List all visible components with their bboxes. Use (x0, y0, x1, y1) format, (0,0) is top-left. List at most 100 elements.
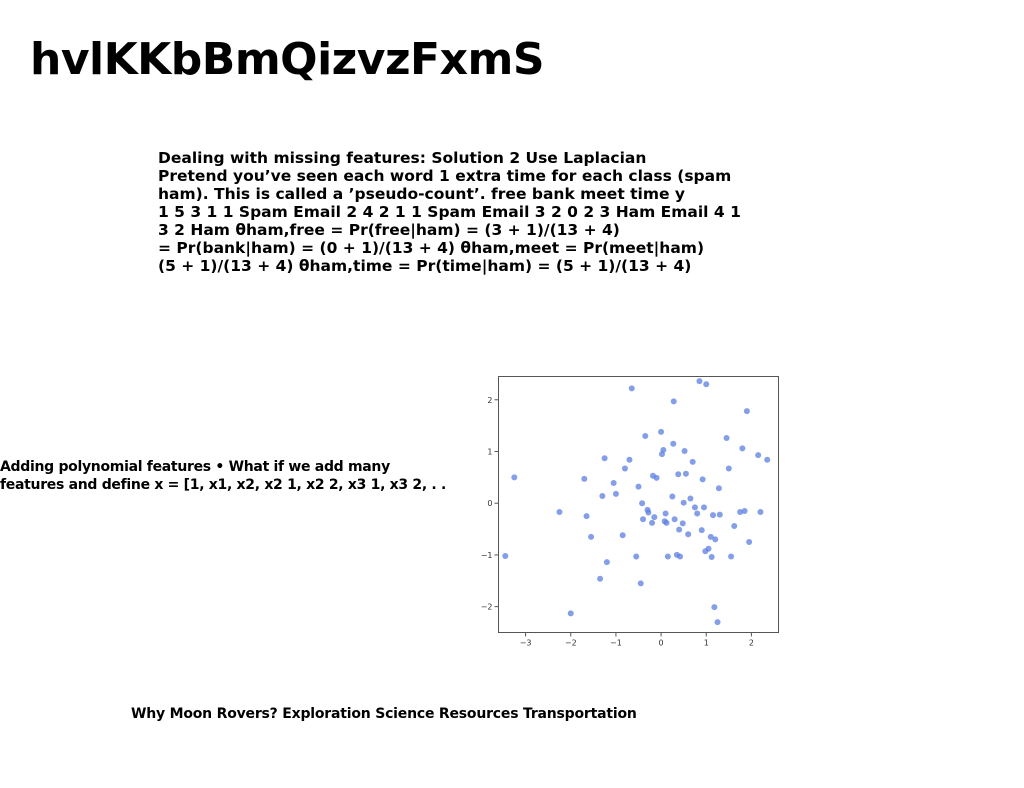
y-axis-ticks: −2 −1 0 1 2 (481, 396, 499, 612)
y-tick-label: 0 (487, 499, 492, 508)
scatter-point (603, 559, 610, 566)
scatter-point (705, 545, 712, 552)
scatter-point (612, 490, 619, 497)
plot-frame (498, 376, 779, 633)
scatter-point (599, 492, 606, 499)
moon-rovers-text: Why Moon Rovers? Exploration Science Res… (131, 706, 637, 722)
x-tick-label: 1 (704, 639, 709, 648)
scatter-point (664, 553, 671, 560)
scatter-point (621, 465, 628, 472)
scatter-point (601, 455, 608, 462)
y-tick-label: 1 (487, 447, 492, 456)
scatter-point (741, 507, 748, 514)
text-line: 1 5 3 1 1 Spam Email 2 4 2 1 1 Spam Emai… (158, 203, 741, 221)
scatter-point (642, 432, 649, 439)
scatter-point (581, 475, 588, 482)
x-tick-label: 2 (749, 639, 754, 648)
y-tick-label: −2 (481, 603, 493, 612)
scatter-point (588, 533, 595, 540)
text-line: Dealing with missing features: Solution … (158, 149, 647, 167)
scatter-point (670, 440, 677, 447)
scatter-point (716, 511, 723, 518)
x-tick-label: 0 (659, 639, 664, 648)
scatter-point (671, 516, 678, 523)
x-tick-label: −2 (565, 639, 577, 648)
scatter-point (597, 575, 604, 582)
scatter-point (723, 435, 730, 442)
scatter-point (755, 452, 762, 459)
scatter-point (687, 495, 694, 502)
scatter-point (676, 526, 683, 533)
scatter-point (728, 553, 735, 560)
x-axis-ticks: −3 −2 −1 0 1 2 (520, 632, 754, 648)
scatter-point (610, 480, 617, 487)
scatter-point (675, 471, 682, 478)
scatter-point (715, 485, 722, 492)
scatter-point (746, 538, 753, 545)
scatter-point (707, 533, 714, 540)
scatter-point (725, 465, 732, 472)
text-line: features and define x = [1, x1, x2, x2 1… (0, 477, 447, 493)
text-line: = Pr(bank|ham) = (0 + 1)/(13 + 4) θham,m… (158, 239, 705, 257)
scatter-point (511, 474, 518, 481)
scatter-point (660, 446, 667, 453)
scatter-point (696, 378, 703, 385)
scatter-point (670, 398, 677, 405)
scatter-point (663, 519, 670, 526)
scatter-point (658, 428, 665, 435)
scatter-point (635, 483, 642, 490)
scatter-point (757, 508, 764, 515)
scatter-point (640, 516, 647, 523)
scatter-point (645, 509, 652, 516)
page-title: hvlKKbBmQizvzFxmS (30, 34, 545, 85)
x-tick-label: −3 (520, 639, 532, 648)
scatter-point (712, 536, 719, 543)
scatter-point (649, 519, 656, 526)
scatter-point (633, 553, 640, 560)
scatter-point (743, 408, 750, 415)
laplacian-smoothing-text: Dealing with missing features: Solution … (158, 149, 758, 275)
scatter-point (651, 514, 658, 521)
scatter-point (639, 500, 646, 507)
scatter-point (714, 619, 721, 626)
scatter-point (628, 385, 635, 392)
scatter-point (685, 531, 692, 538)
text-line: Adding polynomial features • What if we … (0, 459, 390, 475)
scatter-point (694, 510, 701, 517)
y-tick-label: −1 (481, 551, 493, 560)
text-line: Pretend you’ve seen each word 1 extra ti… (158, 167, 732, 185)
scatter-point (502, 552, 509, 559)
y-tick-label: 2 (487, 396, 492, 405)
scatter-point (677, 553, 684, 560)
text-line: ham). This is called a ’pseudo-count’. f… (158, 185, 686, 203)
scatter-point (680, 499, 687, 506)
scatter-point (699, 476, 706, 483)
scatter-point (556, 508, 563, 515)
scatter-point (708, 553, 715, 560)
scatter-point (731, 522, 738, 529)
scatter-point (737, 508, 744, 515)
scatter-point (689, 458, 696, 465)
scatter-point (669, 493, 676, 500)
scatter-point (619, 532, 626, 539)
scatter-point (653, 474, 660, 481)
scatter-point (739, 445, 746, 452)
scatter-point (703, 381, 710, 388)
scatter-point (700, 504, 707, 511)
polynomial-features-text: Adding polynomial features • What if we … (0, 458, 460, 494)
scatter-point (681, 447, 688, 454)
text-line: (5 + 1)/(13 + 4) θham,time = Pr(time|ham… (158, 257, 692, 275)
scatter-point (679, 520, 686, 527)
text-line: 3 2 Ham θham,free = Pr(free|ham) = (3 + … (158, 221, 620, 239)
scatter-point (691, 504, 698, 511)
scatter-point (710, 512, 717, 519)
x-tick-label: −1 (610, 639, 622, 648)
scatter-points (502, 378, 771, 626)
scatter-point (583, 513, 590, 520)
scatter-point (637, 580, 644, 587)
scatter-point (567, 610, 574, 617)
scatter-point (626, 456, 633, 463)
scatter-point (682, 470, 689, 477)
scatter-point (764, 456, 771, 463)
scatter-point (662, 510, 669, 517)
